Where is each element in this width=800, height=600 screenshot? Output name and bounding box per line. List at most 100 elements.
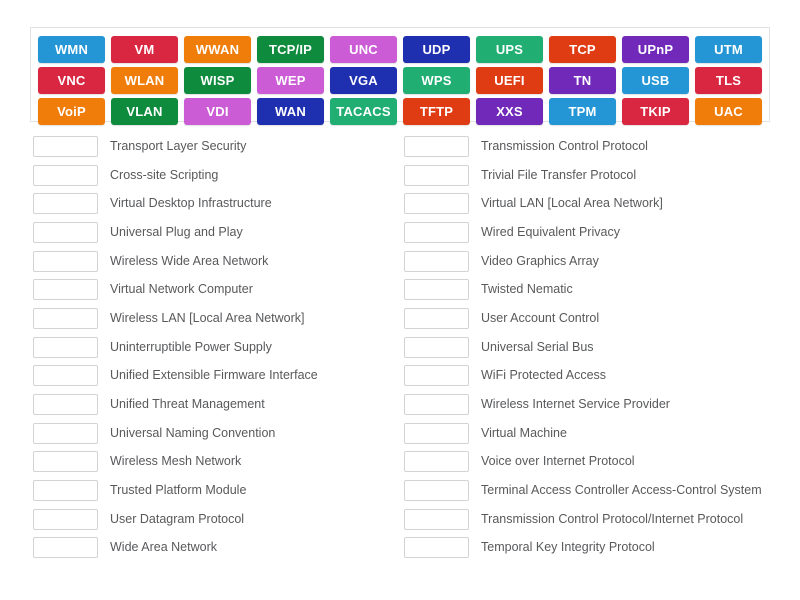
acronym-tile[interactable]: WAN	[257, 98, 324, 125]
answer-drop-box[interactable]	[33, 508, 98, 530]
answer-drop-box[interactable]	[404, 279, 469, 301]
definition-text: Universal Serial Bus	[481, 339, 594, 354]
acronym-tile[interactable]: TCP/IP	[257, 36, 324, 63]
answer-row: Virtual Machine	[404, 419, 784, 448]
acronym-tile[interactable]: WWAN	[184, 36, 251, 63]
answer-row: Transmission Control Protocol/Internet P…	[404, 505, 784, 534]
answer-row: Wireless Mesh Network	[33, 448, 393, 477]
answer-column-left: Transport Layer Security Cross-site Scrip…	[33, 132, 393, 562]
answer-drop-box[interactable]	[404, 250, 469, 272]
acronym-tile[interactable]: TN	[549, 67, 616, 94]
definition-text: Virtual Machine	[481, 425, 567, 440]
answer-row: User Account Control	[404, 304, 784, 333]
acronym-tile[interactable]: TCP	[549, 36, 616, 63]
definition-text: Transport Layer Security	[110, 138, 247, 153]
answer-drop-box[interactable]	[33, 394, 98, 416]
acronym-tile[interactable]: TFTP	[403, 98, 470, 125]
acronym-tile[interactable]: UPS	[476, 36, 543, 63]
answer-drop-box[interactable]	[33, 451, 98, 473]
acronym-tile[interactable]: TACACS	[330, 98, 397, 125]
answer-drop-box[interactable]	[404, 480, 469, 502]
answer-drop-box[interactable]	[404, 307, 469, 329]
answer-drop-box[interactable]	[33, 365, 98, 387]
tile-row: VoiP VLAN VDI WAN TACACS TFTP XXS TPM TKIP UAC	[38, 98, 762, 125]
acronym-tile[interactable]: WISP	[184, 67, 251, 94]
acronym-tile[interactable]: VGA	[330, 67, 397, 94]
acronym-tile[interactable]: WPS	[403, 67, 470, 94]
acronym-tile[interactable]: VDI	[184, 98, 251, 125]
answer-row: User Datagram Protocol	[33, 505, 393, 534]
acronym-tile[interactable]: VNC	[38, 67, 105, 94]
acronym-tile[interactable]: WLAN	[111, 67, 178, 94]
definition-text: Wide Area Network	[110, 540, 217, 555]
definition-text: Unified Extensible Firmware Interface	[110, 368, 318, 383]
definition-text: User Datagram Protocol	[110, 511, 245, 526]
acronym-tile[interactable]: UAC	[695, 98, 762, 125]
acronym-tile[interactable]: WEP	[257, 67, 324, 94]
definition-text: Virtual Desktop Infrastructure	[110, 196, 272, 211]
answer-drop-box[interactable]	[404, 164, 469, 186]
acronym-tile[interactable]: UEFI	[476, 67, 543, 94]
answer-row: Transport Layer Security	[33, 132, 393, 161]
answer-row: Uninterruptible Power Supply	[33, 333, 393, 362]
answer-drop-box[interactable]	[33, 135, 98, 157]
tile-row: WMN VM WWAN TCP/IP UNC UDP UPS TCP UPnP UTM	[38, 36, 762, 63]
answer-drop-box[interactable]	[33, 336, 98, 358]
answer-drop-box[interactable]	[33, 537, 98, 559]
acronym-tile[interactable]: TKIP	[622, 98, 689, 125]
answer-drop-box[interactable]	[404, 193, 469, 215]
acronym-tile[interactable]: UDP	[403, 36, 470, 63]
answer-row: Temporal Key Integrity Protocol	[404, 534, 784, 563]
acronym-tile[interactable]: VM	[111, 36, 178, 63]
answer-drop-box[interactable]	[33, 250, 98, 272]
acronym-tile[interactable]: VoiP	[38, 98, 105, 125]
definition-text: Wireless Internet Service Provider	[481, 397, 670, 412]
definition-text: Unified Threat Management	[110, 397, 265, 412]
answer-row: Twisted Nematic	[404, 275, 784, 304]
answer-row: Video Graphics Array	[404, 247, 784, 276]
definition-text: Wireless Wide Area Network	[110, 253, 269, 268]
answer-drop-box[interactable]	[404, 451, 469, 473]
acronym-tile[interactable]: TPM	[549, 98, 616, 125]
answer-row: Trusted Platform Module	[33, 476, 393, 505]
definition-text: Transmission Control Protocol	[481, 138, 648, 153]
answer-drop-box[interactable]	[33, 164, 98, 186]
answer-row: Wired Equivalent Privacy	[404, 218, 784, 247]
answer-drop-box[interactable]	[33, 422, 98, 444]
answer-drop-box[interactable]	[404, 221, 469, 243]
answer-row: Virtual Network Computer	[33, 275, 393, 304]
acronym-tile[interactable]: UNC	[330, 36, 397, 63]
answer-drop-box[interactable]	[404, 394, 469, 416]
definition-text: Cross-site Scripting	[110, 167, 219, 182]
answer-drop-box[interactable]	[404, 508, 469, 530]
answer-drop-box[interactable]	[33, 221, 98, 243]
acronym-tile[interactable]: UPnP	[622, 36, 689, 63]
acronym-tile[interactable]: VLAN	[111, 98, 178, 125]
definition-text: Wired Equivalent Privacy	[481, 224, 620, 239]
definition-text: Universal Naming Convention	[110, 425, 276, 440]
answer-row: Universal Plug and Play	[33, 218, 393, 247]
answer-drop-box[interactable]	[33, 480, 98, 502]
acronym-tile[interactable]: TLS	[695, 67, 762, 94]
definition-text: Universal Plug and Play	[110, 224, 243, 239]
answer-row: Cross-site Scripting	[33, 161, 393, 190]
definition-text: User Account Control	[481, 310, 600, 325]
answer-drop-box[interactable]	[404, 422, 469, 444]
answer-drop-box[interactable]	[404, 537, 469, 559]
acronym-tile[interactable]: UTM	[695, 36, 762, 63]
answer-row: Trivial File Transfer Protocol	[404, 161, 784, 190]
definition-text: Twisted Nematic	[481, 282, 573, 297]
answer-drop-box[interactable]	[33, 193, 98, 215]
definition-text: Wireless LAN [Local Area Network]	[110, 310, 305, 325]
acronym-tile[interactable]: USB	[622, 67, 689, 94]
acronym-tile[interactable]: XXS	[476, 98, 543, 125]
answer-drop-box[interactable]	[404, 336, 469, 358]
answer-row: Wireless Wide Area Network	[33, 247, 393, 276]
answer-drop-box[interactable]	[33, 279, 98, 301]
answer-drop-box[interactable]	[33, 307, 98, 329]
answer-drop-box[interactable]	[404, 135, 469, 157]
answer-drop-box[interactable]	[404, 365, 469, 387]
definition-text: Video Graphics Array	[481, 253, 599, 268]
acronym-tile[interactable]: WMN	[38, 36, 105, 63]
